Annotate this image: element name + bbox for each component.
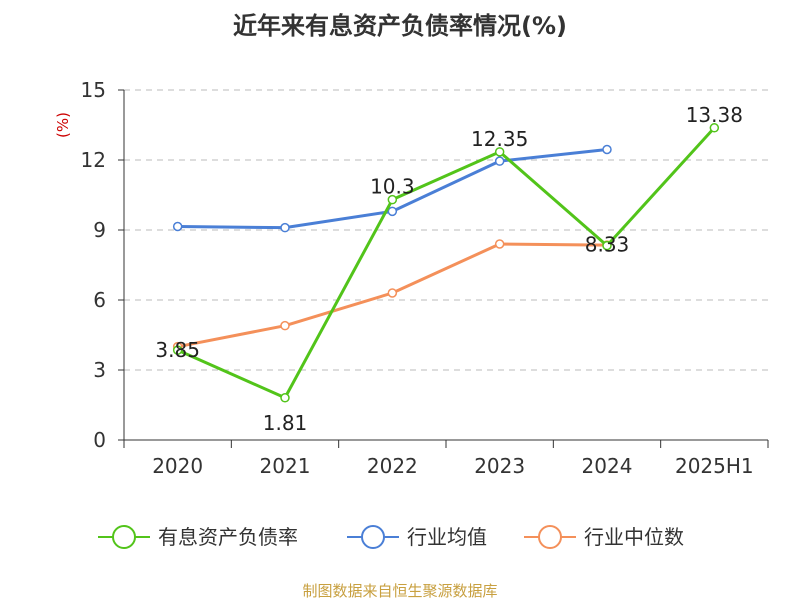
data-point xyxy=(387,288,398,298)
x-tick-label: 2023 xyxy=(474,454,525,478)
legend-label: 行业中位数 xyxy=(584,525,684,549)
data-label: 3.85 xyxy=(155,338,200,362)
data-point xyxy=(602,240,612,251)
x-tick-label: 2024 xyxy=(582,454,633,478)
data-label: 10.3 xyxy=(370,175,415,199)
data-point xyxy=(172,221,183,232)
legend-label: 行业均值 xyxy=(407,525,487,549)
x-tick-label: 2022 xyxy=(367,454,418,478)
x-tick-label: 2020 xyxy=(152,454,203,478)
data-point xyxy=(494,239,505,249)
data-labels: 3.85 1.81 10.3 12.35 8.33 13.38 xyxy=(155,103,743,435)
y-axis-unit-label: (%) xyxy=(54,112,72,138)
data-point xyxy=(172,345,183,355)
data-point xyxy=(709,123,720,133)
data-point xyxy=(387,206,398,217)
data-label: 1.81 xyxy=(263,411,308,435)
data-label: 12.35 xyxy=(471,127,528,151)
y-tick-label: 9 xyxy=(93,218,106,242)
y-tick-label: 0 xyxy=(93,428,106,452)
y-tick-label: 12 xyxy=(81,148,106,172)
legend-marker xyxy=(538,525,562,549)
data-point xyxy=(494,156,505,166)
data-point xyxy=(280,320,290,331)
data-label: 8.33 xyxy=(585,233,630,257)
data-point xyxy=(280,393,290,403)
legend: 有息资产负债率 行业均值 行业中位数 xyxy=(98,525,684,549)
series-lines xyxy=(172,123,720,403)
data-label: 13.38 xyxy=(686,103,743,127)
legend-marker xyxy=(361,525,385,549)
legend-marker xyxy=(112,525,136,549)
data-point xyxy=(602,144,612,155)
legend-label: 有息资产负债率 xyxy=(158,525,298,549)
series-line xyxy=(177,126,716,400)
y-tick-label: 3 xyxy=(93,358,106,382)
x-tick-label: 2025H1 xyxy=(675,454,754,478)
data-point xyxy=(387,194,398,205)
source-note: 制图数据来自恒生聚源数据库 xyxy=(302,582,497,600)
data-point xyxy=(280,222,290,233)
gridlines xyxy=(124,89,768,371)
x-tick-label: 2021 xyxy=(260,454,311,478)
y-tick-label: 6 xyxy=(93,288,106,312)
chart-title: 近年来有息资产负债率情况(%) xyxy=(233,12,567,40)
data-point xyxy=(494,147,505,157)
axes: 0 3 6 9 12 15 2020 2021 2022 2023 2024 2025H1 xyxy=(81,78,769,478)
y-tick-label: 15 xyxy=(81,78,106,102)
